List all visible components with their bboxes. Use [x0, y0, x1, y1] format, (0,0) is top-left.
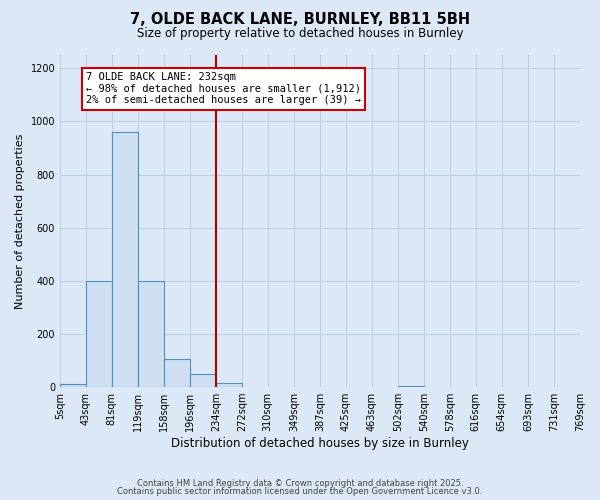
Y-axis label: Number of detached properties: Number of detached properties: [15, 134, 25, 308]
Text: 7, OLDE BACK LANE, BURNLEY, BB11 5BH: 7, OLDE BACK LANE, BURNLEY, BB11 5BH: [130, 12, 470, 28]
Bar: [190, 374, 216, 387]
Text: Size of property relative to detached houses in Burnley: Size of property relative to detached ho…: [137, 28, 463, 40]
Bar: [216, 383, 242, 387]
Bar: [137, 281, 164, 387]
X-axis label: Distribution of detached houses by size in Burnley: Distribution of detached houses by size …: [171, 437, 469, 450]
Text: 7 OLDE BACK LANE: 232sqm
← 98% of detached houses are smaller (1,912)
2% of semi: 7 OLDE BACK LANE: 232sqm ← 98% of detach…: [86, 72, 361, 106]
Text: Contains HM Land Registry data © Crown copyright and database right 2025.: Contains HM Land Registry data © Crown c…: [137, 478, 463, 488]
Text: Contains public sector information licensed under the Open Government Licence v3: Contains public sector information licen…: [118, 487, 482, 496]
Bar: [164, 359, 190, 387]
Bar: [60, 384, 86, 387]
Bar: [86, 281, 112, 387]
Bar: [112, 132, 137, 387]
Bar: [398, 386, 424, 387]
